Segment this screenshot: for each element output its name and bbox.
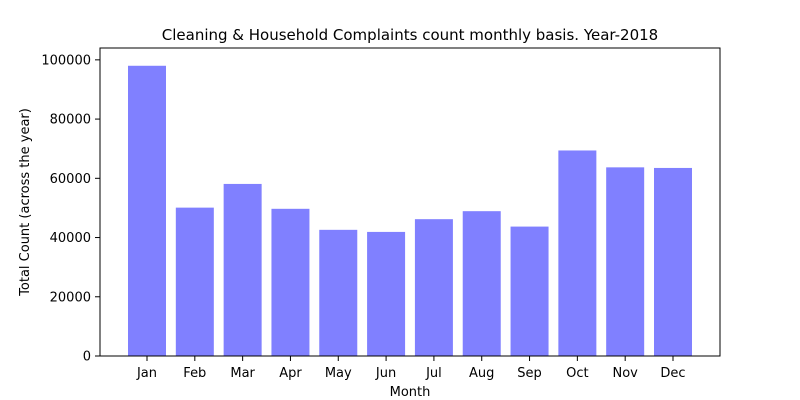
x-axis-label: Month (390, 385, 431, 400)
bar-sep (510, 226, 549, 356)
bar-apr (271, 208, 310, 356)
x-tick-label: Sep (517, 366, 542, 381)
chart-title: Cleaning & Household Complaints count mo… (162, 26, 658, 44)
y-axis: 0 20000 40000 60000 80000 100000 (41, 53, 100, 365)
bars-layer (128, 65, 692, 357)
x-tick-label: Feb (183, 366, 206, 381)
x-tick-label: May (325, 366, 352, 381)
bar-nov (606, 167, 645, 356)
x-tick-label: Jul (425, 366, 442, 381)
bar-jun (367, 231, 406, 356)
bar-oct (558, 150, 597, 356)
y-axis-label: Total Count (across the year) (18, 108, 33, 297)
plot-frame (99, 47, 721, 357)
y-tick-label: 100000 (41, 53, 91, 68)
bar-may (319, 229, 358, 356)
bar-dec (654, 167, 692, 356)
y-tick-label: 40000 (50, 231, 91, 246)
bar-jan (128, 65, 166, 357)
x-tick-label: Jan (136, 366, 157, 381)
bar-mar (223, 183, 262, 356)
y-tick-label: 60000 (50, 172, 91, 187)
x-axis: Jan Feb Mar Apr May Jun Jul Aug Sep Oct Nov Dec (136, 356, 686, 381)
y-tick-label: 80000 (50, 113, 91, 128)
y-tick-label: 0 (83, 350, 91, 365)
x-tick-label: Oct (566, 366, 588, 381)
x-tick-label: Mar (230, 366, 255, 381)
x-tick-label: Nov (612, 366, 638, 381)
x-tick-label: Aug (469, 366, 494, 381)
x-tick-label: Dec (660, 366, 685, 381)
bar-aug (462, 211, 501, 356)
bar-jul (414, 219, 453, 356)
x-tick-label: Apr (279, 366, 302, 381)
y-tick-label: 20000 (50, 290, 91, 305)
x-tick-label: Jun (375, 366, 396, 381)
bar-feb (175, 207, 214, 356)
